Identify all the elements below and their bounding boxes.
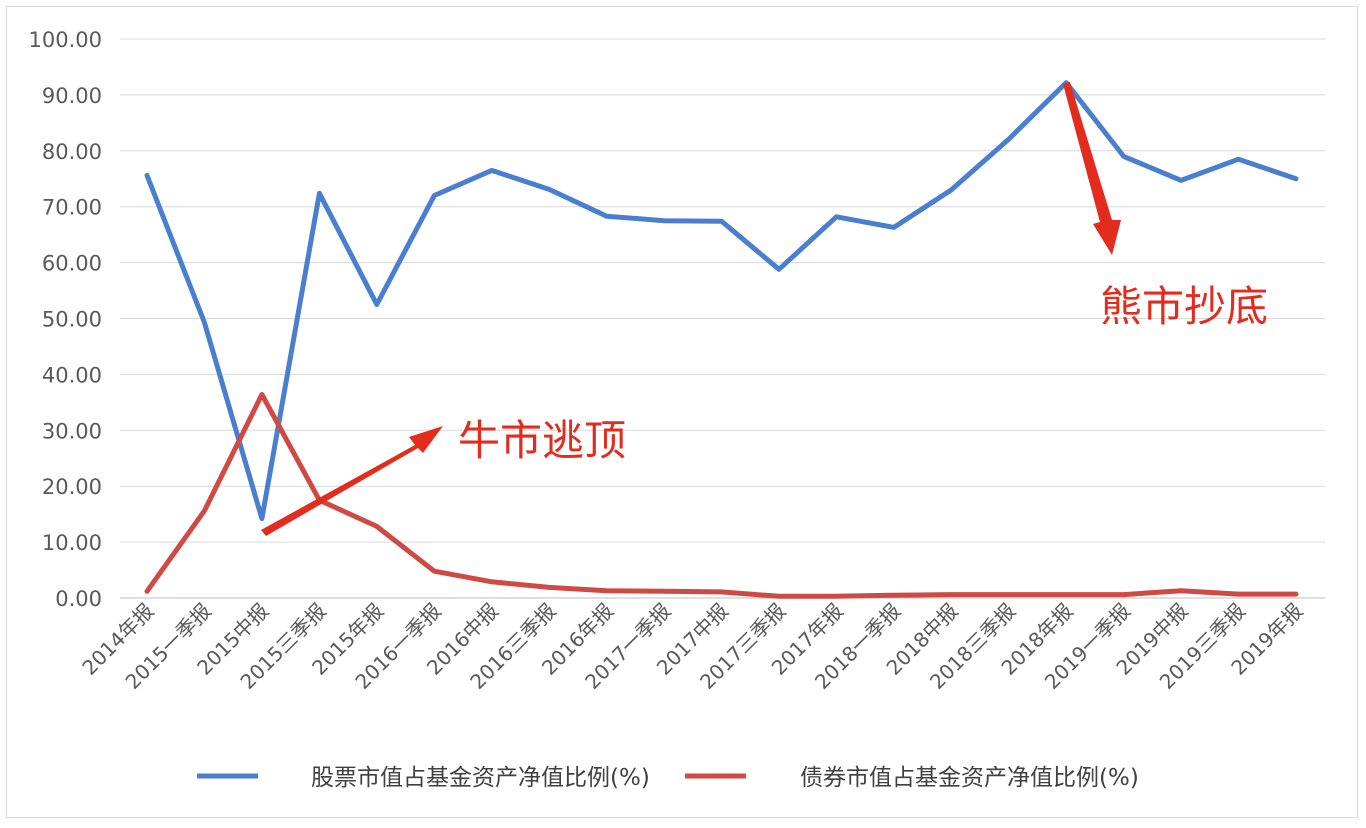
legend-label-stock: 股票市值占基金资产净值比例(%) xyxy=(311,765,650,791)
y-axis-tick-labels: 100.00 90.00 80.00 70.00 60.00 50.00 40.00 30.0… xyxy=(29,28,102,611)
y-tick-label: 30.00 xyxy=(42,419,102,443)
bear-bottom-annotation: 熊市抄底 xyxy=(1100,282,1268,331)
x-axis-tick-labels: 2014年报2015一季报2015中报2015三季报2015年报2016一季报2… xyxy=(77,599,1307,694)
stock-ratio-series-line xyxy=(144,80,1299,522)
y-tick-label: 0.00 xyxy=(55,587,102,611)
legend-label-bond: 债券市值占基金资产净值比例(%) xyxy=(800,765,1139,791)
y-tick-label: 100.00 xyxy=(29,28,102,52)
y-tick-label: 90.00 xyxy=(42,84,102,108)
y-tick-label: 40.00 xyxy=(42,363,102,387)
chart-border xyxy=(6,6,1358,818)
y-tick-label: 60.00 xyxy=(42,252,102,276)
y-tick-label: 70.00 xyxy=(42,196,102,220)
bear-bottom-arrow xyxy=(1063,82,1121,255)
y-tick-label: 20.00 xyxy=(42,475,102,499)
bond-ratio-series-line xyxy=(144,392,1299,599)
bull-escape-arrow xyxy=(261,426,443,536)
y-tick-label: 80.00 xyxy=(42,140,102,164)
legend: 股票市值占基金资产净值比例(%) 债券市值占基金资产净值比例(%) xyxy=(197,765,1139,791)
annotations: 牛市逃顶 熊市抄底 xyxy=(458,282,1268,465)
y-tick-label: 50.00 xyxy=(42,308,102,332)
series-lines xyxy=(144,80,1299,599)
gridlines xyxy=(120,38,1325,599)
y-tick-label: 10.00 xyxy=(42,531,102,555)
annotation-arrows xyxy=(261,82,1121,536)
bull-escape-annotation: 牛市逃顶 xyxy=(458,416,626,465)
